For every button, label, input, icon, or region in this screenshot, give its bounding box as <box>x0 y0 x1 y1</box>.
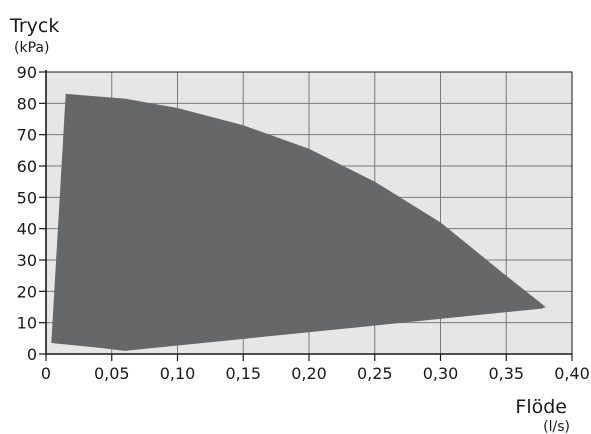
y-tick-label: 30 <box>17 251 37 270</box>
y-tick-label: 40 <box>17 220 37 239</box>
x-tick-label: 0,40 <box>554 364 590 383</box>
y-tick-label: 70 <box>17 126 37 145</box>
x-axis-title: Flöde <box>515 396 567 418</box>
x-tick-label: 0,15 <box>225 364 261 383</box>
y-tick-label: 50 <box>17 188 37 207</box>
x-tick-label: 0,05 <box>94 364 130 383</box>
x-tick-label: 0,20 <box>291 364 327 383</box>
x-tick-label: 0,10 <box>160 364 196 383</box>
x-axis-unit: (l/s) <box>543 419 570 434</box>
y-tick-label: 60 <box>17 157 37 176</box>
y-axis-title: Tryck <box>9 15 59 37</box>
y-tick-label: 90 <box>17 63 37 82</box>
y-tick-label: 80 <box>17 94 37 113</box>
y-tick-label: 20 <box>17 282 37 301</box>
operating-range-area <box>51 93 546 351</box>
x-tick-label: 0 <box>41 364 51 383</box>
y-tick-label: 0 <box>27 345 37 364</box>
x-tick-label: 0,35 <box>488 364 524 383</box>
y-axis-unit: (kPa) <box>14 40 49 56</box>
x-tick-label: 0,25 <box>357 364 393 383</box>
x-tick-label: 0,30 <box>423 364 459 383</box>
axes <box>39 70 573 361</box>
y-tick-label: 10 <box>17 314 37 333</box>
